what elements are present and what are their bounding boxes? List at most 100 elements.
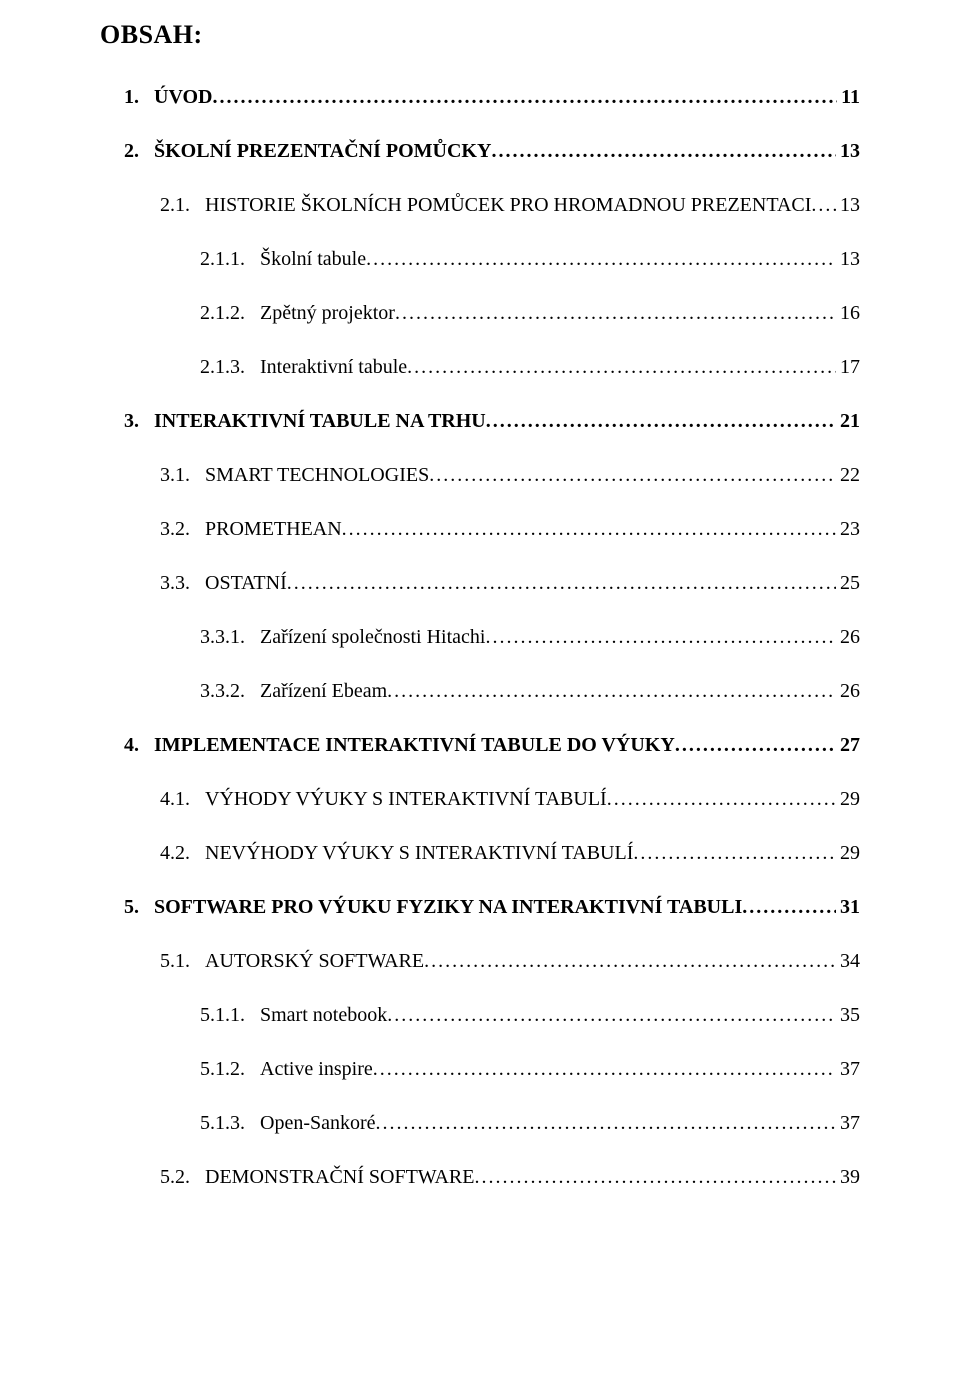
toc-entry-page: 11 xyxy=(837,86,860,109)
toc-entry: 5.1.1. Smart notebook...................… xyxy=(200,1004,860,1027)
toc-entry-leader: ........................................… xyxy=(486,410,836,433)
toc-entry-title: Školní tabule xyxy=(260,248,366,271)
toc-entry-number: 2.1.1. xyxy=(200,248,260,271)
toc-heading: OBSAH: xyxy=(100,20,860,50)
toc-entry-page: 35 xyxy=(836,1004,860,1027)
toc-entry-number: 4. xyxy=(124,734,154,757)
toc-entry-number: 5.1. xyxy=(160,950,205,973)
toc-entry: 2. ŠKOLNÍ PREZENTAČNÍ POMŮCKY...........… xyxy=(124,140,860,163)
toc-entry-title: Active inspire xyxy=(260,1058,373,1081)
toc-entry: 3.1. SMART TECHNOLOGIES.................… xyxy=(160,464,860,487)
toc-entry-title: ŠKOLNÍ PREZENTAČNÍ POMŮCKY xyxy=(154,140,491,163)
toc-entry-page: 25 xyxy=(836,572,860,595)
toc-entry-page: 23 xyxy=(836,518,860,541)
toc-entry: 3.3. OSTATNÍ............................… xyxy=(160,572,860,595)
toc-entry-number: 3.2. xyxy=(160,518,205,541)
toc-entry-leader: ........................................… xyxy=(742,896,836,919)
page: OBSAH: 1. ÚVOD..........................… xyxy=(0,0,960,1394)
toc-entry-number: 2.1.2. xyxy=(200,302,260,325)
toc-entry: 2.1.2. Zpětný projektor.................… xyxy=(200,302,860,325)
toc-entry-page: 13 xyxy=(836,248,860,271)
toc-entry-page: 26 xyxy=(836,680,860,703)
toc-entry-title: INTERAKTIVNÍ TABULE NA TRHU xyxy=(154,410,486,433)
toc-entry: 5. SOFTWARE PRO VÝUKU FYZIKY NA INTERAKT… xyxy=(124,896,860,919)
toc-entry-title: DEMONSTRAČNÍ SOFTWARE xyxy=(205,1166,474,1189)
toc-entry-page: 31 xyxy=(836,896,860,919)
toc-entry-title: OSTATNÍ xyxy=(205,572,287,595)
toc-entry-number: 5.1.3. xyxy=(200,1112,260,1135)
toc-entry-leader: ........................................… xyxy=(424,950,836,973)
toc-entry-leader: ........................................… xyxy=(491,140,836,163)
toc-entry-number: 2.1.3. xyxy=(200,356,260,379)
toc-entry-leader: ........................................… xyxy=(607,788,836,811)
toc-entry-number: 2. xyxy=(124,140,154,163)
toc-entry-page: 39 xyxy=(836,1166,860,1189)
toc-entry-page: 34 xyxy=(836,950,860,973)
toc-entry-title: Smart notebook xyxy=(260,1004,387,1027)
toc-entry-title: NEVÝHODY VÝUKY S INTERAKTIVNÍ TABULÍ xyxy=(205,842,633,865)
toc-entry-title: Interaktivní tabule xyxy=(260,356,407,379)
toc-entry: 4. IMPLEMENTACE INTERAKTIVNÍ TABULE DO V… xyxy=(124,734,860,757)
toc-entry-leader: ........................................… xyxy=(376,1112,836,1135)
toc-entry-leader: ........................................… xyxy=(287,572,836,595)
toc-entry-leader: ........................................… xyxy=(213,86,838,109)
toc-entry-page: 27 xyxy=(836,734,860,757)
toc-entry-leader: ........................................… xyxy=(811,194,836,217)
toc-entry-leader: ........................................… xyxy=(395,302,836,325)
toc-entry-leader: ........................................… xyxy=(474,1166,836,1189)
toc-entry-title: PROMETHEAN xyxy=(205,518,342,541)
toc-entry-leader: ........................................… xyxy=(373,1058,836,1081)
toc-entry-page: 22 xyxy=(836,464,860,487)
toc-list: 1. ÚVOD.................................… xyxy=(100,86,860,1189)
toc-entry-number: 5.1.2. xyxy=(200,1058,260,1081)
toc-entry-leader: ........................................… xyxy=(675,734,836,757)
toc-entry-title: ÚVOD xyxy=(154,86,213,109)
toc-entry: 3. INTERAKTIVNÍ TABULE NA TRHU..........… xyxy=(124,410,860,433)
toc-entry-page: 37 xyxy=(836,1112,860,1135)
toc-entry: 3.3.1. Zařízení společnosti Hitachi.....… xyxy=(200,626,860,649)
toc-entry: 2.1.3. Interaktivní tabule..............… xyxy=(200,356,860,379)
toc-entry-number: 3.3.1. xyxy=(200,626,260,649)
toc-entry-page: 13 xyxy=(836,194,860,217)
toc-entry-leader: ........................................… xyxy=(342,518,836,541)
toc-entry-title: IMPLEMENTACE INTERAKTIVNÍ TABULE DO VÝUK… xyxy=(154,734,675,757)
toc-entry-leader: ........................................… xyxy=(407,356,836,379)
toc-entry: 3.3.2. Zařízení Ebeam...................… xyxy=(200,680,860,703)
toc-entry-number: 3.3. xyxy=(160,572,205,595)
toc-entry-title: Open-Sankoré xyxy=(260,1112,376,1135)
toc-entry: 5.2. DEMONSTRAČNÍ SOFTWARE..............… xyxy=(160,1166,860,1189)
toc-entry-title: SMART TECHNOLOGIES xyxy=(205,464,429,487)
toc-entry: 2.1.1. Školní tabule....................… xyxy=(200,248,860,271)
toc-entry-title: SOFTWARE PRO VÝUKU FYZIKY NA INTERAKTIVN… xyxy=(154,896,742,919)
toc-entry-title: Zařízení Ebeam xyxy=(260,680,387,703)
toc-entry-number: 4.1. xyxy=(160,788,205,811)
toc-entry-leader: ........................................… xyxy=(429,464,836,487)
toc-entry-page: 17 xyxy=(836,356,860,379)
toc-entry-page: 29 xyxy=(836,842,860,865)
toc-entry-page: 29 xyxy=(836,788,860,811)
toc-entry-number: 2.1. xyxy=(160,194,205,217)
toc-entry: 2.1. HISTORIE ŠKOLNÍCH POMŮCEK PRO HROMA… xyxy=(160,194,860,217)
toc-entry-number: 4.2. xyxy=(160,842,205,865)
toc-entry-number: 5. xyxy=(124,896,154,919)
toc-entry-title: HISTORIE ŠKOLNÍCH POMŮCEK PRO HROMADNOU … xyxy=(205,194,811,217)
toc-entry-number: 3.1. xyxy=(160,464,205,487)
toc-entry-title: VÝHODY VÝUKY S INTERAKTIVNÍ TABULÍ xyxy=(205,788,607,811)
toc-entry-leader: ........................................… xyxy=(633,842,836,865)
toc-entry-title: Zpětný projektor xyxy=(260,302,395,325)
toc-entry-leader: ........................................… xyxy=(387,680,836,703)
toc-entry-number: 5.1.1. xyxy=(200,1004,260,1027)
toc-entry: 5.1. AUTORSKÝ SOFTWARE..................… xyxy=(160,950,860,973)
toc-entry-leader: ........................................… xyxy=(366,248,836,271)
toc-entry-leader: ........................................… xyxy=(387,1004,836,1027)
toc-entry-number: 5.2. xyxy=(160,1166,205,1189)
toc-entry-page: 37 xyxy=(836,1058,860,1081)
toc-entry-number: 1. xyxy=(124,86,154,109)
toc-entry: 1. ÚVOD.................................… xyxy=(124,86,860,109)
toc-entry-page: 16 xyxy=(836,302,860,325)
toc-entry: 4.2. NEVÝHODY VÝUKY S INTERAKTIVNÍ TABUL… xyxy=(160,842,860,865)
toc-entry-page: 26 xyxy=(836,626,860,649)
toc-entry-title: Zařízení společnosti Hitachi xyxy=(260,626,485,649)
toc-entry-number: 3.3.2. xyxy=(200,680,260,703)
toc-entry-leader: ........................................… xyxy=(485,626,836,649)
